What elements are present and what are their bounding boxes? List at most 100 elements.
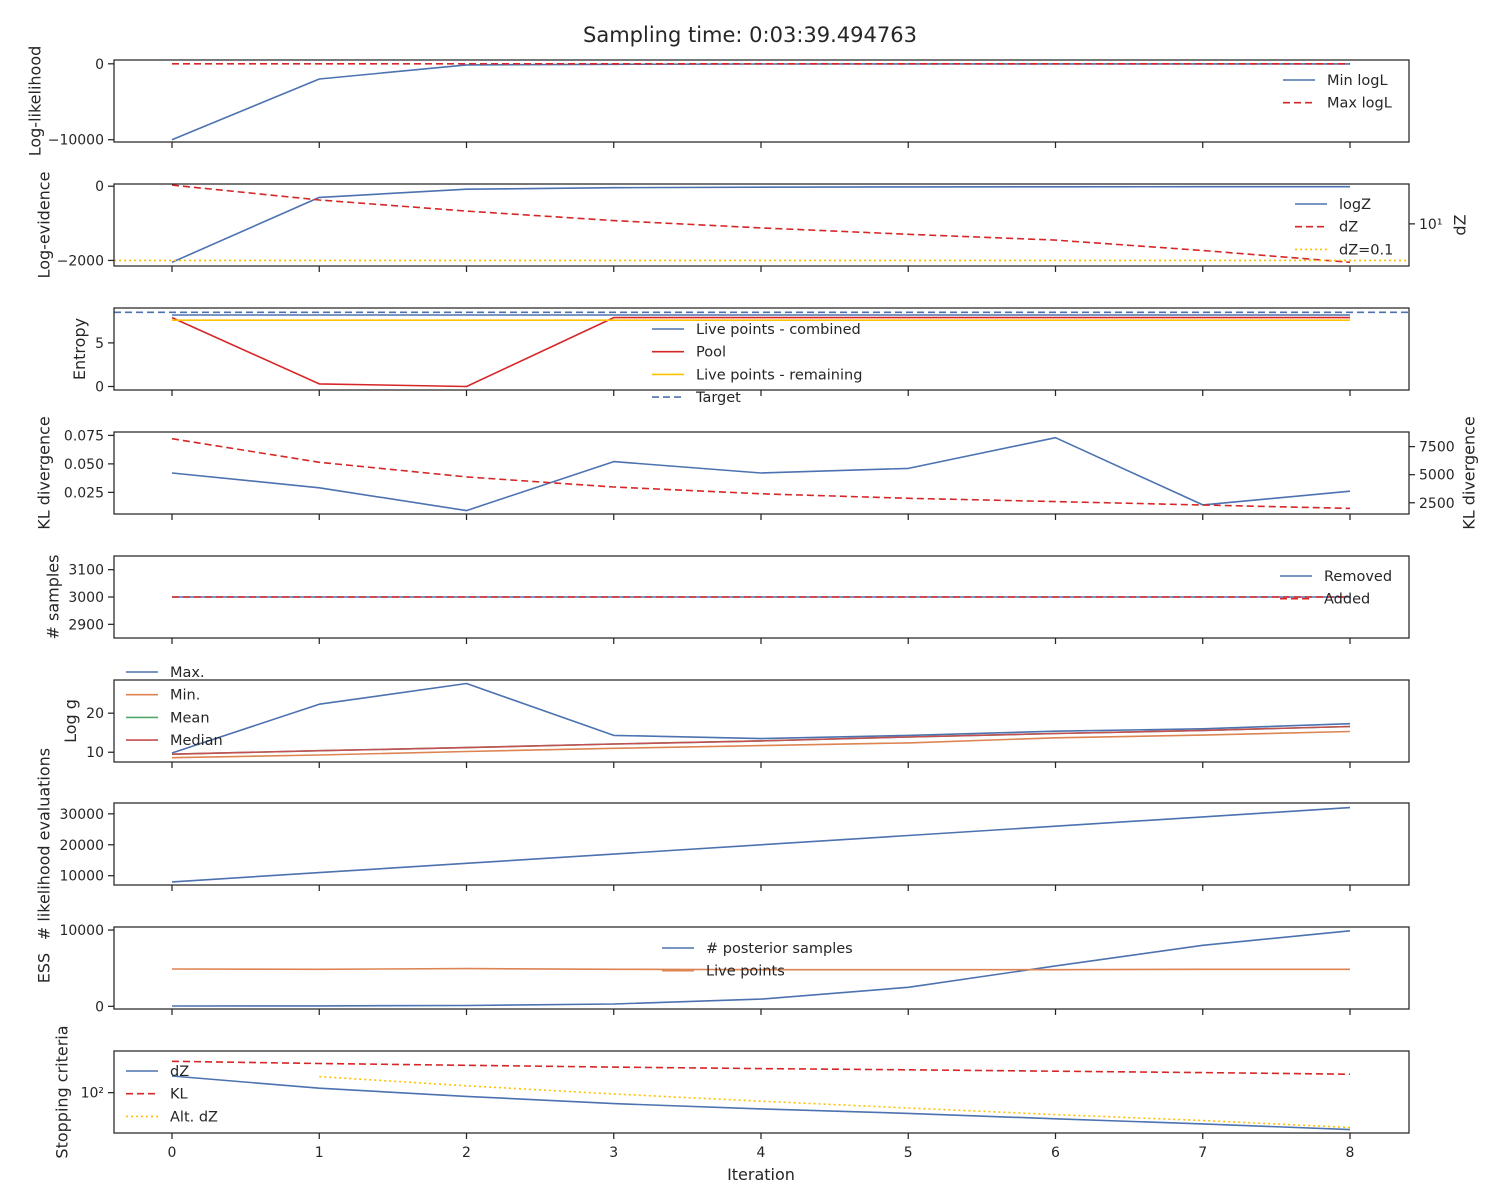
y-tick-label: 0 — [95, 57, 104, 73]
y-tick-label: 3000 — [68, 590, 104, 606]
axes-frame — [113, 183, 1410, 267]
legend: Max. Min. Mean Median — [126, 665, 223, 749]
x-tick-label: 1 — [315, 1145, 324, 1161]
y-right-axis-label: KL divergence — [1460, 416, 1479, 529]
y-tick-label: 0.050 — [64, 457, 104, 473]
y-axis-label: KL divergence — [35, 416, 54, 529]
y-axis-label: Log-evidence — [35, 172, 54, 279]
series-line-live-points — [171, 967, 1350, 971]
x-tick-label: 2 — [462, 1145, 471, 1161]
panel-5: 3100 3000 2900 # samples Removed Added — [43, 555, 1410, 644]
y-right-tick-label: 7500 — [1419, 440, 1455, 456]
legend: logZ dZ dZ=0.1 — [1295, 197, 1393, 258]
legend-label: Live points — [706, 964, 785, 980]
y-tick-label: 2900 — [68, 617, 104, 633]
y-tick-label: −10000 — [48, 133, 104, 149]
y-axis-label: # likelihood evaluations — [35, 748, 54, 940]
legend-label: Target — [695, 390, 741, 406]
axes-frame — [113, 59, 1410, 143]
y-tick-label: 20 — [86, 706, 104, 722]
legend-label: Median — [170, 733, 223, 749]
legend-label: dZ — [170, 1064, 189, 1080]
legend-label: Min. — [170, 688, 200, 704]
series-line-unnamed-1 — [171, 806, 1351, 883]
legend-label: Live points - combined — [696, 322, 861, 338]
figure-title: Sampling time: 0:03:39.494763 — [583, 23, 917, 47]
y-tick-label: 0 — [95, 179, 104, 195]
x-tick-label: 4 — [757, 1145, 766, 1161]
y-axis-label: Entropy — [70, 318, 89, 380]
series-line-unnamed-1 — [171, 436, 1351, 512]
legend-label: Pool — [696, 345, 726, 361]
x-tick-label: 5 — [904, 1145, 913, 1161]
legend-label: Live points - remaining — [696, 367, 862, 383]
y-tick-label: 10000 — [59, 869, 104, 885]
y-right-axis-label: dZ — [1451, 214, 1470, 235]
y-tick-label: 10000 — [59, 923, 104, 939]
y-tick-label: 20000 — [59, 838, 104, 854]
legend-label: Max logL — [1327, 96, 1392, 112]
legend-label: Alt. dZ — [170, 1109, 218, 1125]
legend-label: Min logL — [1327, 73, 1388, 89]
panel-4: 0.075 0.050 0.025 7500 5000 2500 KL divergence… — [35, 416, 1479, 529]
panel-6: 20 10 Log g Max. Min. Mean Median — [61, 665, 1410, 768]
y-axis-label: Log-likelihood — [26, 46, 45, 157]
legend-label: KL — [170, 1087, 188, 1103]
legend: Live points - combined Pool Live points - … — [652, 322, 862, 406]
y-tick-label: 5 — [95, 336, 104, 352]
y-right-tick-label: 5000 — [1419, 468, 1455, 484]
y-axis-label: ESS — [35, 953, 54, 983]
series-line-min — [171, 730, 1351, 759]
legend-label: Removed — [1324, 569, 1392, 585]
legend: Removed Added — [1280, 569, 1392, 608]
series-line-min-logl — [171, 63, 1350, 141]
legend-label: Max. — [170, 665, 205, 681]
panel-8: 10000 0 ESS # posterior samples Live points — [35, 923, 1410, 1015]
y-tick-label: 10 — [86, 745, 104, 761]
panel-7: 30000 20000 10000 # likelihood evaluations — [35, 748, 1410, 940]
y-tick-label: −2000 — [57, 253, 104, 269]
x-tick-label: 3 — [609, 1145, 618, 1161]
series-line-kl — [171, 1060, 1351, 1075]
series-line-alt-dz — [319, 1075, 1351, 1129]
x-tick-label: 7 — [1198, 1145, 1207, 1161]
x-tick-label: 8 — [1346, 1145, 1355, 1161]
y-axis-label: Log g — [61, 699, 80, 743]
series-line-unnamed-2 — [171, 437, 1351, 510]
y-tick-label: 3100 — [68, 563, 104, 579]
legend: # posterior samples Live points — [662, 941, 853, 980]
series-line-logz — [171, 185, 1350, 264]
series-line-pool — [171, 316, 1350, 388]
y-tick-label: 0 — [95, 380, 104, 396]
legend-label: Mean — [170, 710, 210, 726]
y-axis-label: # samples — [43, 555, 62, 640]
y-tick-label: 0.075 — [64, 428, 104, 444]
y-tick-label: 10² — [81, 1086, 104, 1102]
legend-label: # posterior samples — [706, 941, 853, 957]
series-line-posterior-samples — [171, 930, 1351, 1007]
y-right-tick-label: 2500 — [1419, 496, 1455, 512]
legend-label: logZ — [1339, 197, 1371, 213]
axes-frame — [113, 679, 1410, 763]
series-line-dz — [171, 184, 1351, 264]
y-axis-label: Stopping criteria — [52, 1025, 71, 1158]
legend-label: Added — [1324, 592, 1370, 608]
y-right-tick-label: 10¹ — [1419, 217, 1442, 233]
series-line-dz — [171, 1075, 1351, 1131]
legend-label: dZ=0.1 — [1339, 242, 1393, 258]
series-line-max — [171, 682, 1351, 754]
legend: Min logL Max logL — [1283, 73, 1392, 112]
panel-2: 0 −2000 10¹ Log-evidence dZ logZ dZ dZ=0.1 — [35, 172, 1470, 279]
y-tick-label: 0 — [95, 999, 104, 1015]
y-tick-label: 0.025 — [64, 485, 104, 501]
x-axis-label: Iteration — [727, 1165, 795, 1184]
x-tick-label: 0 — [168, 1145, 177, 1161]
legend-label: dZ — [1339, 220, 1358, 236]
legend: dZ KL Alt. dZ — [126, 1064, 218, 1125]
panel-9: 10² Stopping criteria dZ KL Alt. dZ — [52, 1025, 1410, 1159]
series-line-median — [171, 725, 1351, 755]
y-tick-label: 30000 — [59, 807, 104, 823]
